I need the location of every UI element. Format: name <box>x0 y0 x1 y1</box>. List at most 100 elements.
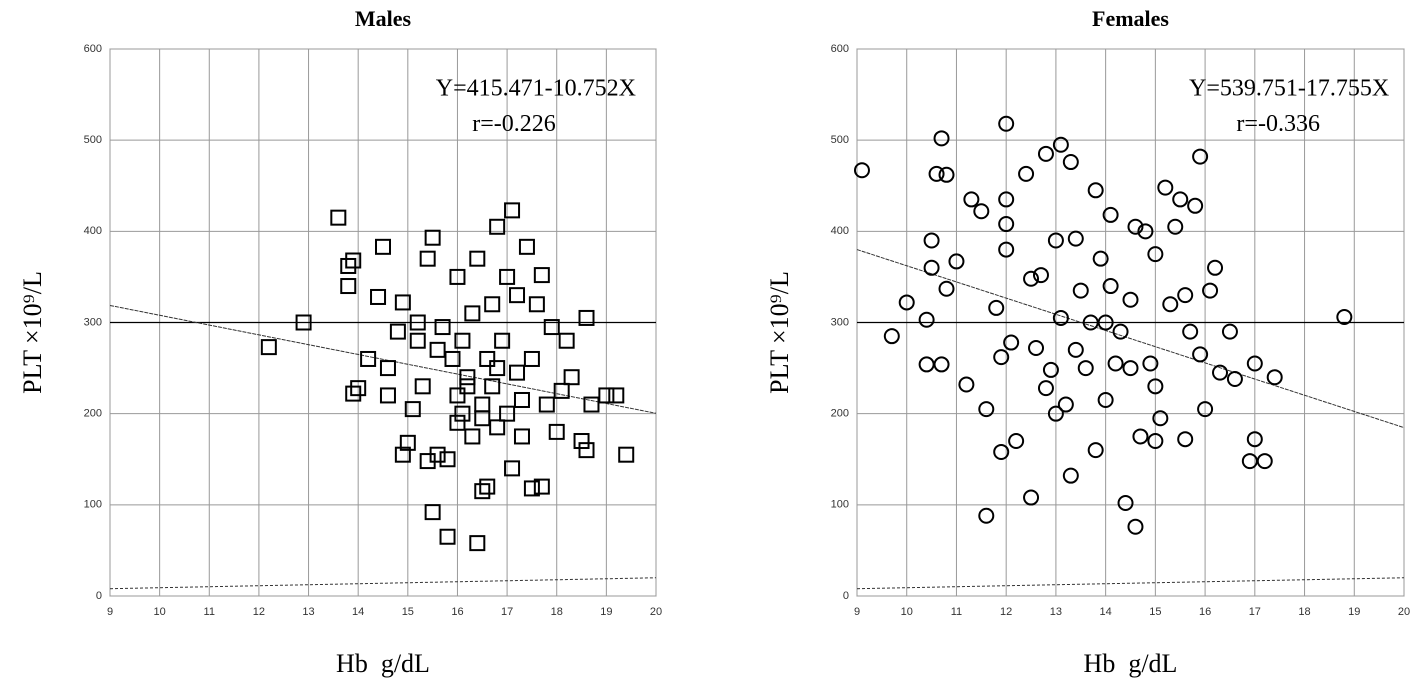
point <box>898 294 915 311</box>
y-tick-label: 400 <box>831 225 849 237</box>
x-tick-label: 14 <box>352 606 364 618</box>
point <box>419 250 436 267</box>
point <box>978 401 995 418</box>
x-tick-label: 15 <box>1149 606 1161 618</box>
y-tick-label: 100 <box>831 499 849 511</box>
point <box>1142 355 1159 372</box>
base-line <box>856 577 1405 590</box>
point <box>1112 323 1129 340</box>
point <box>1246 355 1263 372</box>
point <box>1052 136 1069 153</box>
point <box>1187 197 1204 214</box>
point <box>489 218 506 235</box>
point <box>474 483 491 500</box>
point <box>978 507 995 524</box>
point <box>330 209 347 226</box>
point <box>553 382 570 399</box>
fit-line <box>856 249 1405 429</box>
y-tick-label: 400 <box>84 225 102 237</box>
point <box>484 296 501 313</box>
point <box>449 387 466 404</box>
point <box>449 268 466 285</box>
point <box>454 332 471 349</box>
point <box>350 380 367 397</box>
point <box>1057 396 1074 413</box>
x-tick-label: 19 <box>600 606 612 618</box>
point <box>399 434 416 451</box>
point <box>933 130 950 147</box>
point <box>464 428 481 445</box>
point <box>1092 250 1109 267</box>
point <box>509 364 526 381</box>
point <box>429 446 446 463</box>
point <box>513 391 530 408</box>
x-axis-label: Hb g/dL <box>336 649 430 678</box>
point <box>484 378 501 395</box>
point <box>429 341 446 358</box>
point <box>434 319 451 336</box>
point <box>1047 232 1064 249</box>
x-tick-label: 19 <box>1348 606 1360 618</box>
x-tick-label: 13 <box>302 606 314 618</box>
point <box>1097 314 1114 331</box>
point <box>1097 391 1114 408</box>
point <box>1336 309 1353 326</box>
base-line <box>109 577 657 590</box>
point <box>1177 431 1194 448</box>
point <box>993 349 1010 366</box>
point <box>583 396 600 413</box>
point <box>1067 230 1084 247</box>
x-tick-label: 10 <box>901 606 913 618</box>
point <box>459 378 476 395</box>
point <box>618 446 635 463</box>
y-tick-label: 100 <box>84 499 102 511</box>
point <box>1157 179 1174 196</box>
point <box>1192 148 1209 165</box>
point <box>1047 405 1064 422</box>
point <box>578 309 595 326</box>
point <box>923 232 940 249</box>
point <box>509 287 526 304</box>
x-tick-label: 17 <box>1249 606 1261 618</box>
point <box>474 410 491 427</box>
point <box>608 387 625 404</box>
point <box>345 252 362 269</box>
x-axis-label: Hb g/dL <box>1084 649 1178 678</box>
point <box>1077 360 1094 377</box>
point <box>998 115 1015 132</box>
annotation: Y=415.471-10.752X <box>436 75 636 101</box>
point <box>1137 223 1154 240</box>
point <box>1221 323 1238 340</box>
point <box>973 203 990 220</box>
point <box>533 267 550 284</box>
point <box>1147 378 1164 395</box>
point <box>938 280 955 297</box>
point <box>523 350 540 367</box>
y-tick-label: 300 <box>84 316 102 328</box>
y-tick-label: 0 <box>96 590 102 602</box>
point <box>499 268 516 285</box>
x-tick-label: 16 <box>1199 606 1211 618</box>
point <box>1062 154 1079 171</box>
point <box>998 191 1015 208</box>
annotation: Y=539.751-17.755X <box>1189 75 1389 101</box>
point <box>598 387 615 404</box>
point <box>1147 433 1164 450</box>
x-tick-label: 9 <box>107 606 113 618</box>
point <box>1127 218 1144 235</box>
point <box>1008 433 1025 450</box>
point <box>404 401 421 418</box>
point <box>1162 296 1179 313</box>
point <box>1042 361 1059 378</box>
x-tick-label: 13 <box>1050 606 1062 618</box>
y-tick-label: 600 <box>831 43 849 55</box>
point <box>340 278 357 295</box>
y-axis-label: PLT ×10⁹/L <box>765 271 794 394</box>
point <box>1207 259 1224 276</box>
point <box>370 288 387 305</box>
annotation: r=-0.226 <box>472 111 556 137</box>
x-tick-label: 16 <box>451 606 463 618</box>
point <box>409 314 426 331</box>
